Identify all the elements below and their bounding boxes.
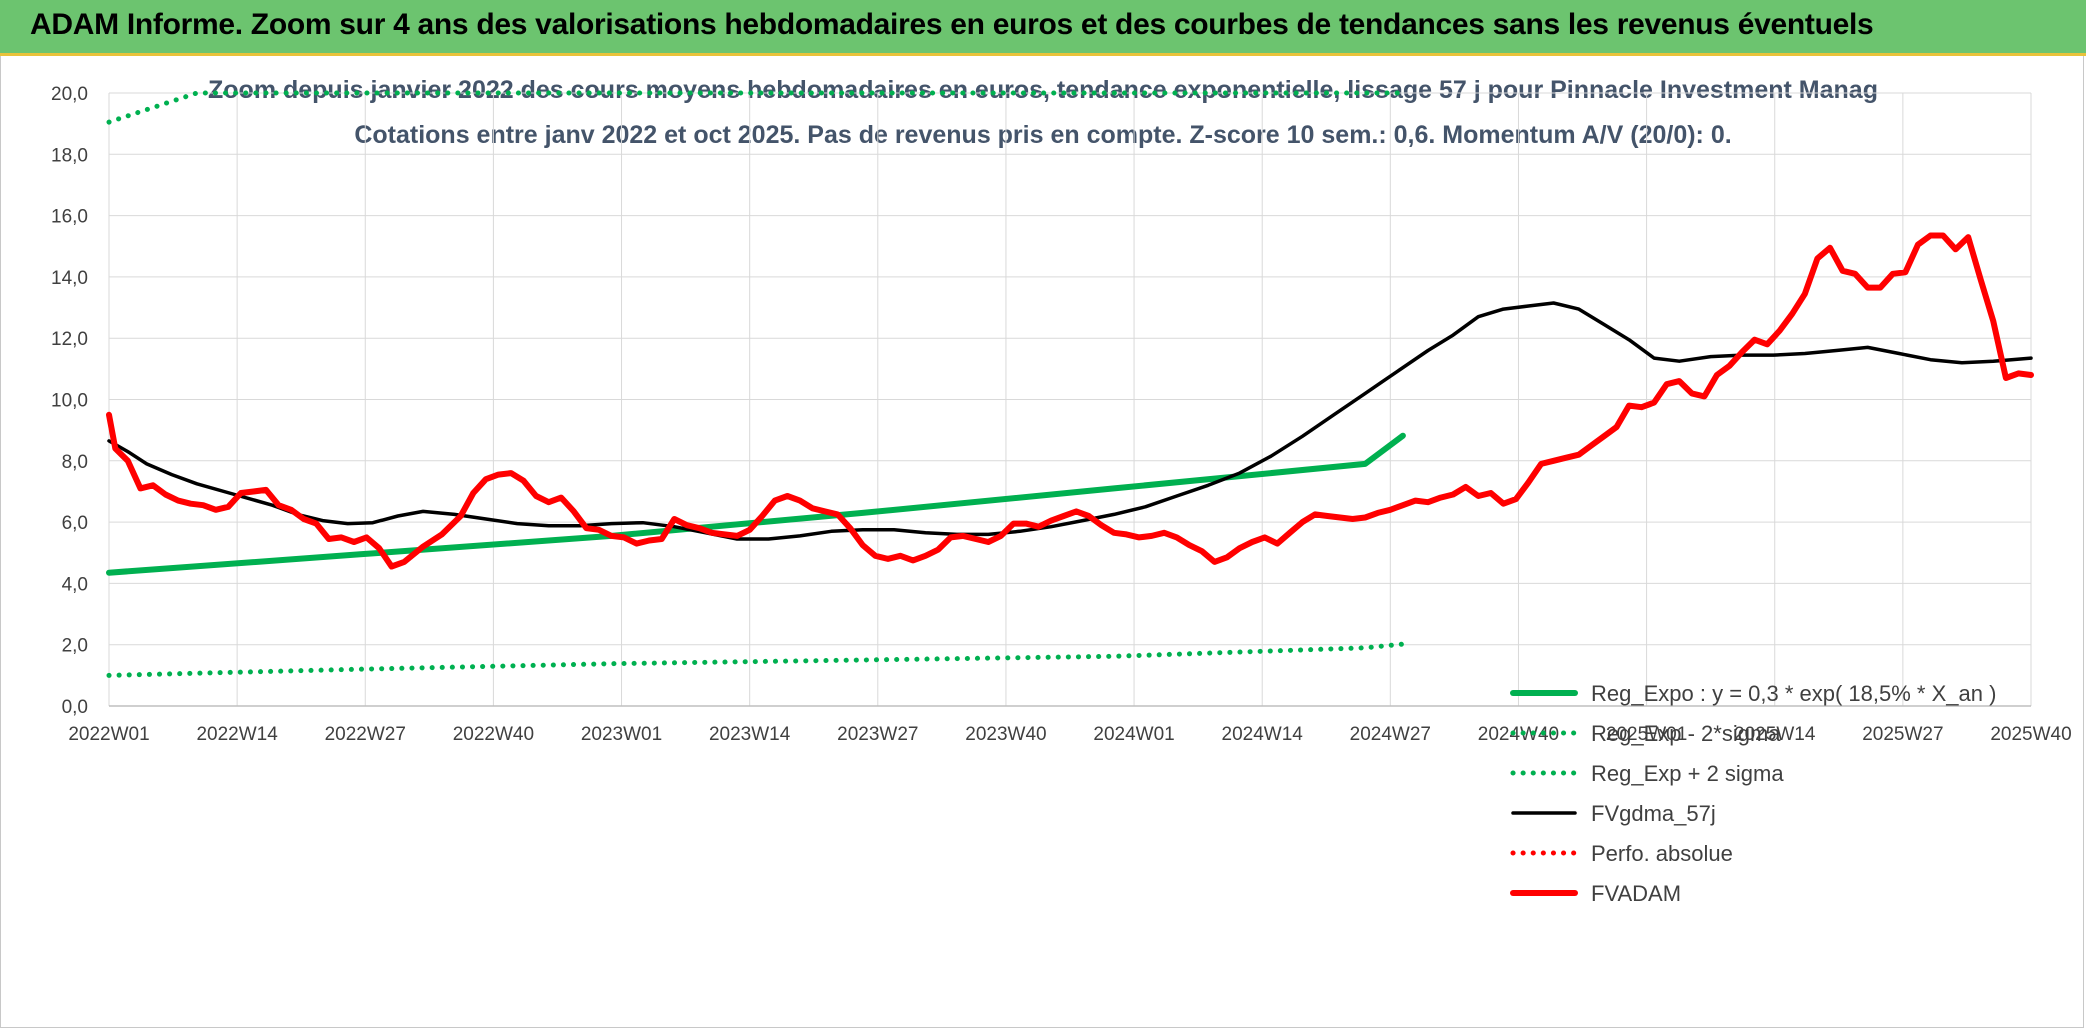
line-chart: Zoom depuis janvier 2022 des cours moyen… [51, 76, 2072, 906]
legend-label: Reg_Exp + 2 sigma [1591, 761, 1784, 786]
y-tick-label: 16,0 [51, 207, 88, 228]
y-tick-label: 10,0 [51, 391, 88, 412]
x-tick-label: 2025W14 [1734, 724, 1816, 745]
x-tick-label: 2023W40 [965, 724, 1046, 745]
series-line-5 [106, 232, 2034, 570]
y-tick-label: 6,0 [62, 513, 88, 534]
x-tick-label: 2022W40 [453, 724, 534, 745]
y-tick-label: 0,0 [62, 697, 88, 718]
x-tick-label: 2022W01 [68, 724, 149, 745]
y-tick-label: 18,0 [51, 145, 88, 166]
x-tick-label: 2025W27 [1862, 724, 1943, 745]
y-tick-label: 4,0 [62, 574, 88, 595]
legend-label: Reg_Expo : y = 0,3 * exp( 18,5% * X_an ) [1591, 681, 1996, 706]
x-tick-label: 2024W14 [1222, 724, 1304, 745]
legend-label: Reg_Exp - 2*sigma [1591, 721, 1781, 746]
x-tick-label: 2023W14 [709, 724, 791, 745]
x-tick-label: 2024W01 [1093, 724, 1174, 745]
x-tick-label: 2023W01 [581, 724, 662, 745]
chart-title: Zoom depuis janvier 2022 des cours moyen… [208, 76, 1878, 104]
legend-label: Perfo. absolue [1591, 841, 1733, 866]
x-tick-label: 2024W40 [1478, 724, 1559, 745]
series-line-3 [107, 301, 2033, 541]
chart-subtitle: Cotations entre janv 2022 et oct 2025. P… [354, 121, 1731, 149]
y-tick-label: 12,0 [51, 329, 88, 350]
y-tick-label: 20,0 [51, 84, 88, 105]
x-tick-label: 2022W14 [196, 724, 278, 745]
x-tick-label: 2023W27 [837, 724, 918, 745]
legend-label: FVgdma_57j [1591, 801, 1716, 826]
y-tick-label: 8,0 [62, 452, 88, 473]
x-tick-label: 2022W27 [325, 724, 406, 745]
series-line-1 [106, 641, 1406, 678]
y-tick-label: 2,0 [62, 636, 88, 657]
x-tick-label: 2025W01 [1606, 724, 1687, 745]
x-tick-label: 2025W40 [1990, 724, 2071, 745]
chart-frame: Zoom depuis janvier 2022 des cours moyen… [0, 56, 2084, 1028]
series-line-0 [106, 432, 1406, 576]
report-banner: ADAM Informe. Zoom sur 4 ans des valoris… [0, 0, 2086, 56]
x-tick-label: 2024W27 [1350, 724, 1431, 745]
report-title: ADAM Informe. Zoom sur 4 ans des valoris… [30, 8, 1874, 41]
legend-label: FVADAM [1591, 881, 1681, 906]
series-line-2 [106, 90, 1406, 125]
y-tick-label: 14,0 [51, 268, 88, 289]
